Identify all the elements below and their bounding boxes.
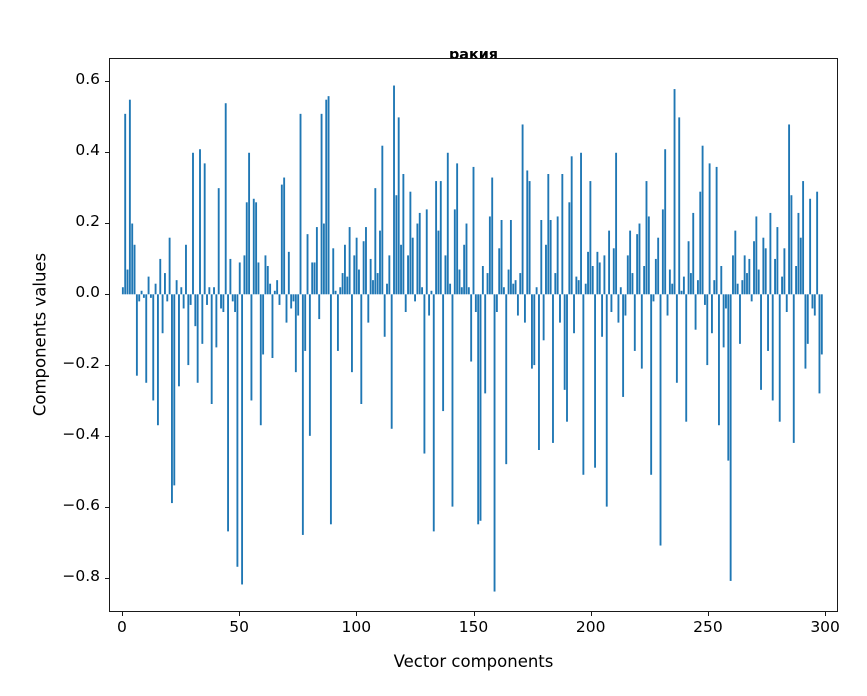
y-tick-label: 0.0 [75, 283, 100, 302]
x-tick-mark [825, 612, 827, 616]
x-tick-label: 300 [810, 618, 840, 636]
x-tick-mark [121, 612, 123, 616]
x-axis-label: Vector components [393, 652, 554, 671]
y-tick-label: −0.2 [62, 354, 100, 373]
y-tick-mark [105, 223, 109, 225]
y-tick-label: 0.6 [75, 70, 100, 89]
x-tick-label: 50 [229, 618, 249, 636]
x-tick-label: 200 [575, 618, 606, 636]
x-tick-mark [239, 612, 241, 616]
y-tick-label: 0.2 [75, 212, 100, 231]
y-tick-label: −0.8 [62, 567, 100, 586]
y-tick-mark [105, 81, 109, 83]
y-tick-mark [105, 294, 109, 296]
x-tick-label: 0 [116, 618, 127, 636]
y-tick-label: 0.4 [75, 141, 100, 160]
bar-series-canvas [121, 85, 823, 592]
y-tick-mark [105, 365, 109, 367]
y-tick-mark [105, 152, 109, 154]
y-tick-label: −0.4 [62, 425, 100, 444]
y-axis-label: Components values [30, 252, 50, 417]
x-tick-mark [356, 612, 358, 616]
x-tick-mark [473, 612, 475, 616]
x-tick-label: 100 [341, 618, 372, 636]
x-tick-label: 250 [693, 618, 723, 636]
y-tick-mark [105, 507, 109, 509]
y-tick-mark [105, 578, 109, 580]
x-tick-mark [590, 612, 592, 616]
x-tick-mark [707, 612, 709, 616]
plot-axes [109, 58, 838, 612]
x-tick-label: 150 [458, 618, 489, 636]
y-tick-label: −0.6 [62, 496, 100, 515]
y-tick-mark [105, 436, 109, 438]
